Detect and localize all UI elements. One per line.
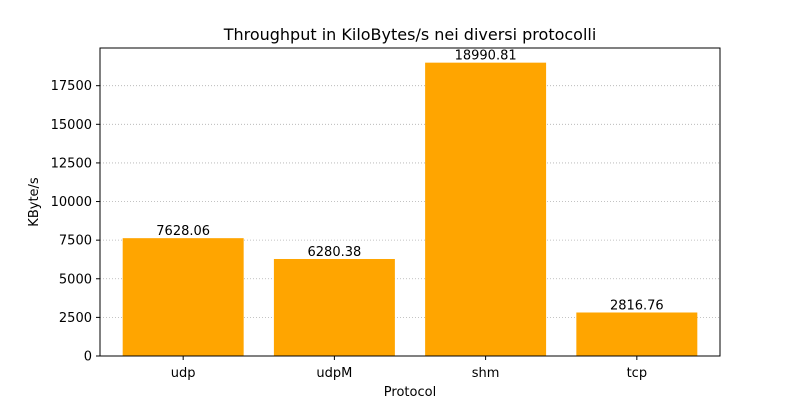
y-tick-label: 17500 (51, 79, 92, 94)
y-axis-label: KByte/s (27, 177, 42, 227)
y-tick-label: 15000 (51, 118, 92, 133)
x-axis-ticks: udp udpM shm tcp (171, 356, 647, 381)
y-tick-label: 10000 (51, 195, 92, 210)
data-label: 2816.76 (610, 298, 664, 313)
data-label: 6280.38 (308, 245, 362, 260)
x-tick-label: udpM (316, 366, 352, 381)
chart-title: Throughput in KiloBytes/s nei diversi pr… (223, 25, 597, 44)
data-label: 18990.81 (455, 49, 517, 64)
bar-udp (122, 238, 244, 356)
y-axis-ticks: 0 2500 5000 7500 10000 12500 15000 17500 (51, 79, 100, 365)
x-tick-label: shm (472, 366, 500, 381)
y-tick-label: 12500 (51, 156, 92, 171)
y-tick-label: 0 (84, 350, 92, 365)
x-axis-label: Protocol (384, 385, 436, 400)
data-label: 7628.06 (156, 224, 210, 239)
y-tick-label: 5000 (59, 272, 92, 287)
bar-tcp (576, 312, 698, 356)
y-tick-label: 7500 (59, 234, 92, 249)
data-labels: 7628.06 6280.38 18990.81 2816.76 (156, 49, 663, 314)
bar-shm (425, 62, 547, 357)
bar-udpM (273, 258, 395, 356)
x-tick-label: tcp (627, 366, 648, 381)
x-tick-label: udp (171, 366, 196, 381)
y-tick-label: 2500 (59, 311, 92, 326)
bars (122, 62, 698, 357)
